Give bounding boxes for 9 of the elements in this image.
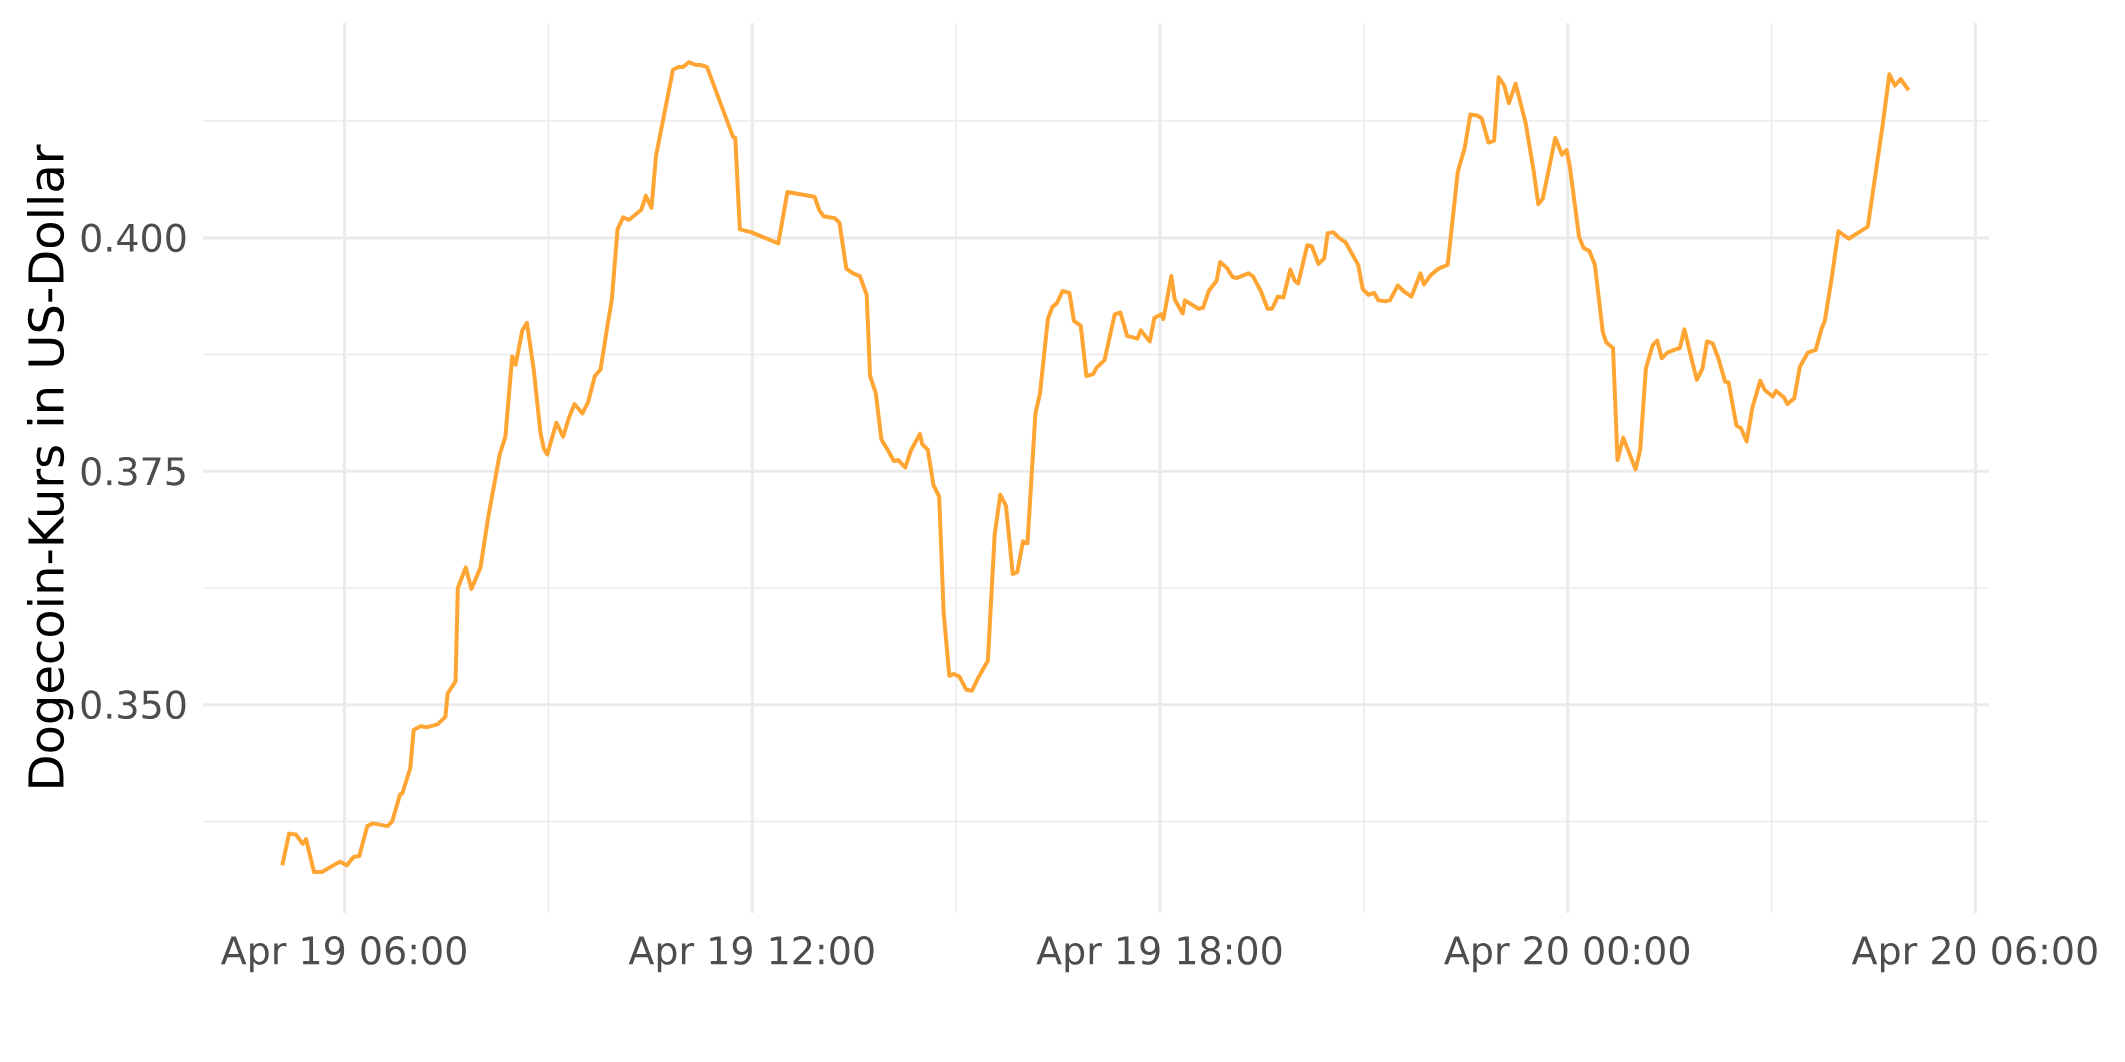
x-tick-label: Apr 19 12:00: [628, 936, 874, 973]
x-tick-label: Apr 19 18:00: [1036, 936, 1282, 973]
y-tick-label: 0.400: [81, 223, 186, 253]
y-axis-title: Dogecoin-Kurs in US-Dollar: [26, 144, 74, 787]
x-tick-label: Apr 20 00:00: [1444, 936, 1689, 973]
x-tick-label: Apr 20 06:00: [1851, 936, 2097, 973]
x-tick-label: Apr 19 06:00: [220, 936, 466, 973]
y-tick-label: 0.350: [81, 690, 186, 720]
y-tick-label: 0.375: [81, 456, 185, 486]
